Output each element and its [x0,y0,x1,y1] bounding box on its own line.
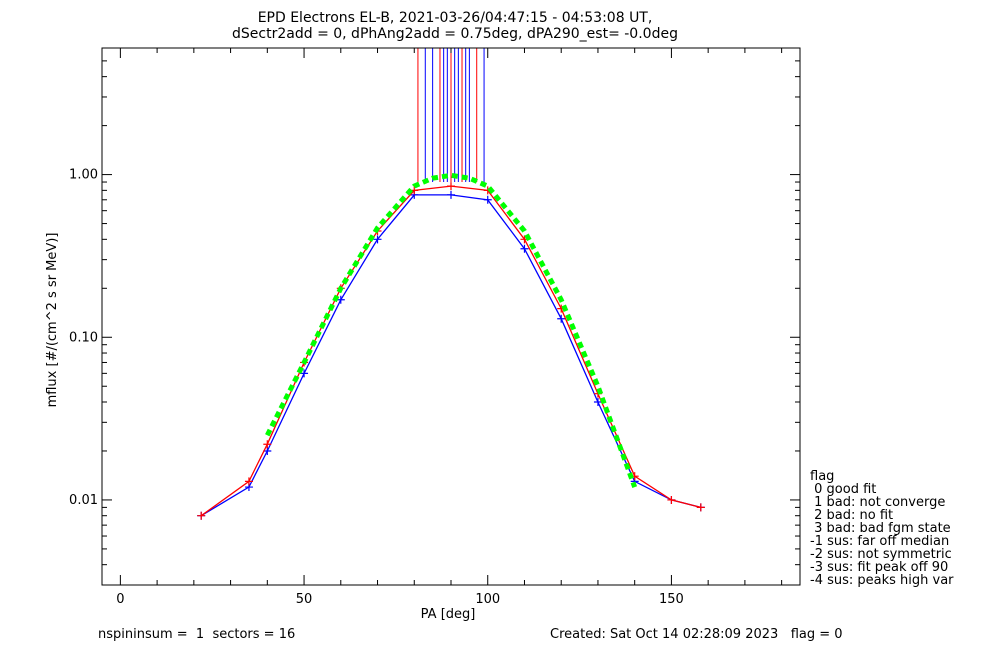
axes: 0 50 100 150 0.01 0.10 1.00 [69,47,801,607]
legend-entry: -3 sus: fit peak off 90 [810,560,948,575]
data-point [593,397,602,406]
y-tick-label: 0.01 [69,493,98,508]
legend-title: flag [810,469,834,484]
x-tick-label: 150 [659,592,684,607]
x-tick-label: 50 [296,592,313,607]
x-tick-label: 100 [475,592,500,607]
data-point [447,190,455,199]
data-point [336,295,345,304]
plot-area [197,48,705,520]
data-point [483,195,492,204]
title-line-1: EPD Electrons EL-B, 2021-03-26/04:47:15 … [258,10,653,26]
chart-title: EPD Electrons EL-B, 2021-03-26/04:47:15 … [232,10,678,42]
legend-entry: 2 bad: no fit [810,508,893,523]
legend: flag 0 good fit 1 bad: not converge 2 ba… [810,469,954,588]
data-point [447,182,455,191]
y-tick-label: 0.10 [69,330,98,345]
data-point [667,495,676,504]
data-point [557,314,566,323]
data-point [373,235,382,244]
x-axis-label: PA [deg] [421,607,476,622]
legend-entry: -2 sus: not symmetric [810,547,952,562]
data-point [520,244,529,253]
footer-left: nspininsum = 1 sectors = 16 [98,627,296,642]
y-tick-label: 1.00 [69,168,98,183]
data-point [696,503,705,512]
legend-entry: 1 bad: not converge [810,495,945,510]
plot-content [197,48,705,520]
legend-entry: 3 bad: bad fgm state [810,521,951,536]
y-axis-label: mflux [#/(cm^2 s sr MeV)] [45,233,60,408]
data-point [197,511,206,520]
data-point [244,477,253,486]
legend-entry: 0 good fit [810,482,876,497]
data-point [263,440,272,449]
series-line [265,172,638,488]
title-line-2: dSectr2add = 0, dPhAng2add = 0.75deg, dP… [232,26,678,42]
legend-entry: -4 sus: peaks high var [810,573,954,588]
legend-entry: -1 sus: far off median [810,534,949,549]
x-tick-label: 0 [116,592,124,607]
footer-right: Created: Sat Oct 14 02:28:09 2023 flag =… [550,627,843,642]
